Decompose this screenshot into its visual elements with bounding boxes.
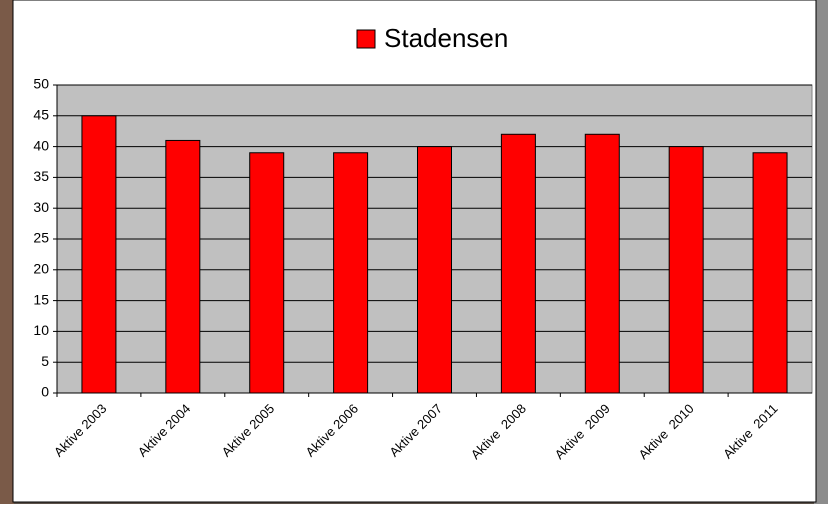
legend-swatch	[356, 29, 376, 49]
bar	[500, 133, 536, 394]
bar	[165, 139, 201, 394]
background-photo-left	[0, 0, 14, 504]
bar	[81, 115, 117, 394]
bar	[752, 152, 788, 394]
y-tick-label: 50	[33, 76, 49, 92]
y-tick-label: 35	[33, 168, 49, 184]
bar	[249, 152, 285, 394]
y-tick-label: 20	[33, 261, 49, 277]
bar	[417, 146, 452, 394]
y-tick-label: 10	[33, 322, 49, 338]
background-photo-right	[814, 0, 828, 504]
y-tick-label: 30	[33, 199, 49, 215]
bar	[668, 146, 704, 394]
bar	[333, 152, 369, 394]
y-tick-label: 40	[33, 137, 49, 153]
bar	[584, 133, 620, 394]
legend-label: Stadensen	[384, 23, 508, 53]
y-tick-label: 15	[33, 291, 49, 307]
y-tick-label: 45	[33, 107, 49, 123]
y-tick-label: 0	[41, 384, 49, 400]
y-tick-label: 5	[41, 353, 49, 369]
y-tick-label: 25	[33, 230, 49, 246]
